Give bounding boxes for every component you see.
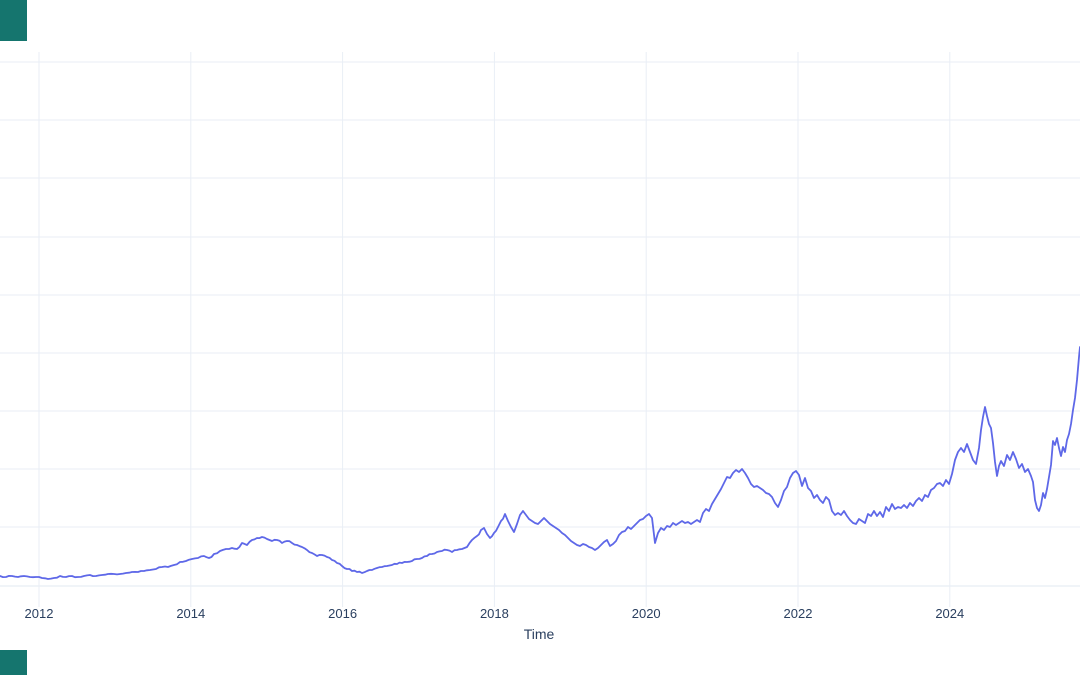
x-tick-label: 2018 [480,606,509,621]
x-tick-label: 2020 [632,606,661,621]
x-tick-label: 2022 [784,606,813,621]
x-tick-label: 2016 [328,606,357,621]
x-axis-title: Time [524,626,555,642]
corner-accent-top-left [0,0,27,41]
price-line-series [0,346,1080,580]
x-tick-label: 2012 [25,606,54,621]
x-tick-label: 2024 [935,606,964,621]
x-tick-label: 2014 [176,606,205,621]
horizontal-gridlines [0,61,1080,587]
corner-accent-bottom-left [0,650,27,675]
x-axis-tick-labels: 2012 2014 2016 2018 2020 2022 2024 [25,606,965,621]
vertical-gridlines [38,52,951,607]
